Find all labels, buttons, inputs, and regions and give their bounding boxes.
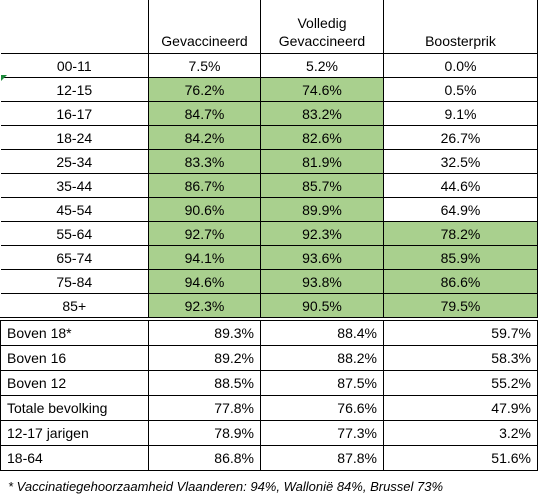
table-row: 12-15 76.2% 74.6% 0.5% [0, 77, 538, 102]
age-cell: 12-15 [0, 77, 149, 102]
value-cell: 90.6% [148, 197, 261, 222]
header-cell: Boosterprik [383, 0, 538, 54]
value-cell: 5.2% [260, 53, 384, 78]
group-cell: Boven 16 [0, 345, 149, 371]
header-cell: Gevaccineerd [148, 0, 261, 54]
value-cell: 77.3% [260, 420, 384, 446]
age-cell: 85+ [0, 293, 149, 320]
value-cell: 78.9% [148, 420, 261, 446]
table-row: 75-84 94.6% 93.8% 86.6% [0, 269, 538, 294]
value-cell: 86.8% [148, 445, 261, 471]
value-cell: 94.6% [148, 269, 261, 294]
footnote: * Vaccinatiegehoorzaamheid Vlaanderen: 9… [8, 479, 444, 494]
age-cell: 16-17 [0, 101, 149, 126]
value-cell: 88.2% [260, 345, 384, 371]
value-cell: 82.6% [260, 125, 384, 150]
value-cell: 74.6% [260, 77, 384, 102]
comment-marker [1, 75, 7, 81]
value-cell: 0.5% [383, 77, 538, 102]
table-row: 12-17 jarigen 78.9% 77.3% 3.2% [0, 420, 538, 446]
value-cell: 83.2% [260, 101, 384, 126]
group-cell: 18-64 [0, 445, 149, 471]
value-cell: 89.9% [260, 197, 384, 222]
value-cell: 78.2% [383, 221, 538, 246]
value-cell: 59.7% [383, 317, 538, 346]
vaccination-table: Gevaccineerd Volledig Gevaccineerd Booster… [0, 0, 538, 471]
table-row: 55-64 92.7% 92.3% 78.2% [0, 221, 538, 246]
value-cell: 64.9% [383, 197, 538, 222]
value-cell: 87.5% [260, 370, 384, 396]
table-row: 35-44 86.7% 85.7% 44.6% [0, 173, 538, 198]
value-cell: 47.9% [383, 395, 538, 421]
age-cell: 75-84 [0, 269, 149, 294]
age-cell: 45-54 [0, 197, 149, 222]
table-row: 18-64 86.8% 87.8% 51.6% [0, 445, 538, 471]
value-cell: 88.4% [260, 317, 384, 346]
value-cell: 81.9% [260, 149, 384, 174]
group-cell: Boven 12 [0, 370, 149, 396]
value-cell: 51.6% [383, 445, 538, 471]
value-cell: 77.8% [148, 395, 261, 421]
value-cell: 92.3% [148, 293, 261, 320]
value-cell: 86.6% [383, 269, 538, 294]
value-cell: 26.7% [383, 125, 538, 150]
header-cell [0, 0, 149, 54]
value-cell: 32.5% [383, 149, 538, 174]
value-cell: 93.6% [260, 245, 384, 270]
value-cell: 94.1% [148, 245, 261, 270]
table-row: Boven 16 89.2% 88.2% 58.3% [0, 345, 538, 371]
value-cell: 9.1% [383, 101, 538, 126]
age-cell: 25-34 [0, 149, 149, 174]
value-cell: 93.8% [260, 269, 384, 294]
value-cell: 3.2% [383, 420, 538, 446]
age-cell: 18-24 [0, 125, 149, 150]
value-cell: 79.5% [383, 293, 538, 320]
value-cell: 92.3% [260, 221, 384, 246]
value-cell: 76.6% [260, 395, 384, 421]
group-cell: Boven 18* [0, 317, 149, 346]
table-row: 45-54 90.6% 89.9% 64.9% [0, 197, 538, 222]
table-row: Boven 12 88.5% 87.5% 55.2% [0, 370, 538, 396]
table-row: 65-74 94.1% 93.6% 85.9% [0, 245, 538, 270]
table-row: 16-17 84.7% 83.2% 9.1% [0, 101, 538, 126]
value-cell: 44.6% [383, 173, 538, 198]
value-cell: 58.3% [383, 345, 538, 371]
value-cell: 86.7% [148, 173, 261, 198]
value-cell: 90.5% [260, 293, 384, 320]
value-cell: 55.2% [383, 370, 538, 396]
age-cell: 65-74 [0, 245, 149, 270]
value-cell: 85.9% [383, 245, 538, 270]
age-cell: 00-11 [0, 53, 149, 78]
table-row: 25-34 83.3% 81.9% 32.5% [0, 149, 538, 174]
value-cell: 88.5% [148, 370, 261, 396]
value-cell: 84.7% [148, 101, 261, 126]
value-cell: 87.8% [260, 445, 384, 471]
value-cell: 7.5% [148, 53, 261, 78]
table-row: Totale bevolking 77.8% 76.6% 47.9% [0, 395, 538, 421]
age-cell: 35-44 [0, 173, 149, 198]
value-cell: 89.3% [148, 317, 261, 346]
group-cell: 12-17 jarigen [0, 420, 149, 446]
value-cell: 76.2% [148, 77, 261, 102]
value-cell: 89.2% [148, 345, 261, 371]
table-row: 85+ 92.3% 90.5% 79.5% [0, 293, 538, 320]
table-row: 00-11 7.5% 5.2% 0.0% [0, 53, 538, 78]
value-cell: 83.3% [148, 149, 261, 174]
value-cell: 0.0% [383, 53, 538, 78]
table-row: 18-24 84.2% 82.6% 26.7% [0, 125, 538, 150]
value-cell: 92.7% [148, 221, 261, 246]
value-cell: 85.7% [260, 173, 384, 198]
age-cell: 55-64 [0, 221, 149, 246]
header-cell: Volledig Gevaccineerd [260, 0, 384, 54]
value-cell: 84.2% [148, 125, 261, 150]
table-row: Boven 18* 89.3% 88.4% 59.7% [0, 317, 538, 346]
group-cell: Totale bevolking [0, 395, 149, 421]
